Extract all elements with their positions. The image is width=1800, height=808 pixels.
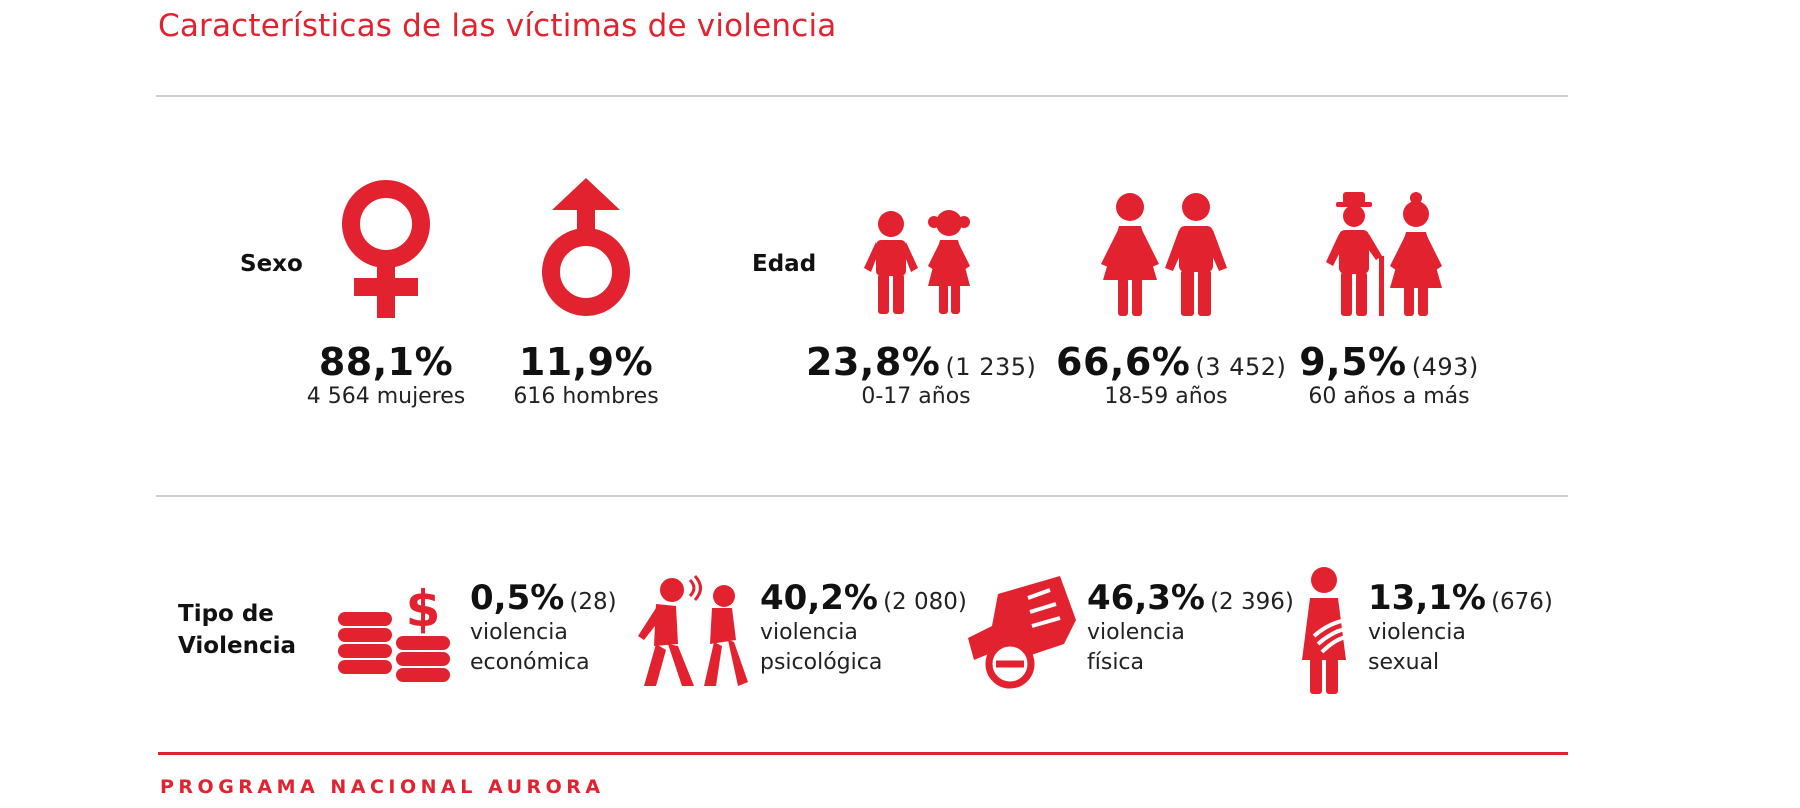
tipo-sexual-line1: violencia bbox=[1368, 620, 1466, 645]
edad-60-range: 60 años a más bbox=[1308, 384, 1470, 409]
tipo-psicologica-percent: 40,2% bbox=[760, 578, 878, 618]
sexo-stat-male: 11,9% 616 hombres bbox=[486, 340, 686, 409]
edad-0-17-count: (1 235) bbox=[945, 353, 1037, 381]
tipo-psicologica-stat: 40,2% (2 080) violencia psicológica bbox=[760, 578, 967, 678]
sexo-female-detail: 4 564 mujeres bbox=[306, 384, 466, 409]
footer-program-name: PROGRAMA NACIONAL AURORA bbox=[160, 776, 605, 798]
edad-label: Edad bbox=[752, 251, 817, 277]
tipo-fisica-stat: 46,3% (2 396) violencia física bbox=[1087, 578, 1294, 678]
tipo-economica-line2: económica bbox=[470, 650, 590, 675]
tipo-sexual-line2: sexual bbox=[1368, 650, 1440, 675]
sexo-label: Sexo bbox=[240, 251, 303, 277]
edad-0-17-percent: 23,8% bbox=[806, 340, 941, 384]
tipo-fisica-line1: violencia bbox=[1087, 620, 1185, 645]
tipo-label: Tipo de Violencia bbox=[178, 598, 296, 662]
edad-18-59-count: (3 452) bbox=[1195, 353, 1287, 381]
sexo-stat-female: 88,1% 4 564 mujeres bbox=[286, 340, 486, 409]
tipo-economica-stat: 0,5% (28) violencia económica bbox=[470, 578, 617, 678]
tipo-economica-count: (28) bbox=[569, 589, 617, 615]
tipo-sexual-count: (676) bbox=[1491, 589, 1553, 615]
tipo-economica-line1: violencia bbox=[470, 620, 568, 645]
fist-prohibited-icon bbox=[968, 576, 1076, 689]
sexo-male-detail: 616 hombres bbox=[513, 384, 659, 409]
female-symbol-icon bbox=[342, 180, 430, 318]
page-title: Características de las víctimas de viole… bbox=[158, 8, 837, 44]
yelling-people-icon bbox=[638, 574, 748, 686]
coins-dollar-icon: $ bbox=[338, 580, 450, 682]
tipo-economica-percent: 0,5% bbox=[470, 578, 565, 618]
tipo-sexual-percent: 13,1% bbox=[1368, 578, 1486, 618]
edad-60-percent: 9,5% bbox=[1299, 340, 1407, 384]
edad-0-17-range: 0-17 años bbox=[861, 384, 971, 409]
tipo-fisica-percent: 46,3% bbox=[1087, 578, 1205, 618]
male-symbol-icon bbox=[542, 178, 630, 316]
tipo-fisica-count: (2 396) bbox=[1210, 589, 1294, 615]
tipo-label-line1: Tipo de bbox=[178, 601, 274, 627]
edad-60-count: (493) bbox=[1411, 353, 1479, 381]
middle-divider bbox=[156, 495, 1568, 497]
edad-stat-18-59: 66,6% (3 452) 18-59 años bbox=[1056, 340, 1286, 409]
footer-divider bbox=[158, 752, 1568, 755]
tipo-sexual-stat: 13,1% (676) violencia sexual bbox=[1368, 578, 1553, 678]
tipo-psicologica-count: (2 080) bbox=[883, 589, 967, 615]
children-icon bbox=[864, 210, 970, 314]
tipo-psicologica-line1: violencia bbox=[760, 620, 858, 645]
elderly-icon bbox=[1326, 192, 1442, 316]
adults-icon bbox=[1101, 193, 1227, 316]
edad-18-59-range: 18-59 años bbox=[1104, 384, 1228, 409]
tipo-psicologica-line2: psicológica bbox=[760, 650, 883, 675]
tipo-label-line2: Violencia bbox=[178, 633, 296, 659]
edad-stat-0-17: 23,8% (1 235) 0-17 años bbox=[806, 340, 1036, 409]
sexo-female-percent: 88,1% bbox=[318, 340, 454, 384]
sexo-male-percent: 11,9% bbox=[518, 340, 654, 384]
harassment-icon bbox=[1302, 567, 1351, 694]
top-divider bbox=[156, 95, 1568, 97]
edad-stat-60: 9,5% (493) 60 años a más bbox=[1294, 340, 1484, 409]
edad-18-59-percent: 66,6% bbox=[1056, 340, 1191, 384]
tipo-fisica-line2: física bbox=[1087, 650, 1145, 675]
svg-text:$: $ bbox=[406, 580, 441, 638]
